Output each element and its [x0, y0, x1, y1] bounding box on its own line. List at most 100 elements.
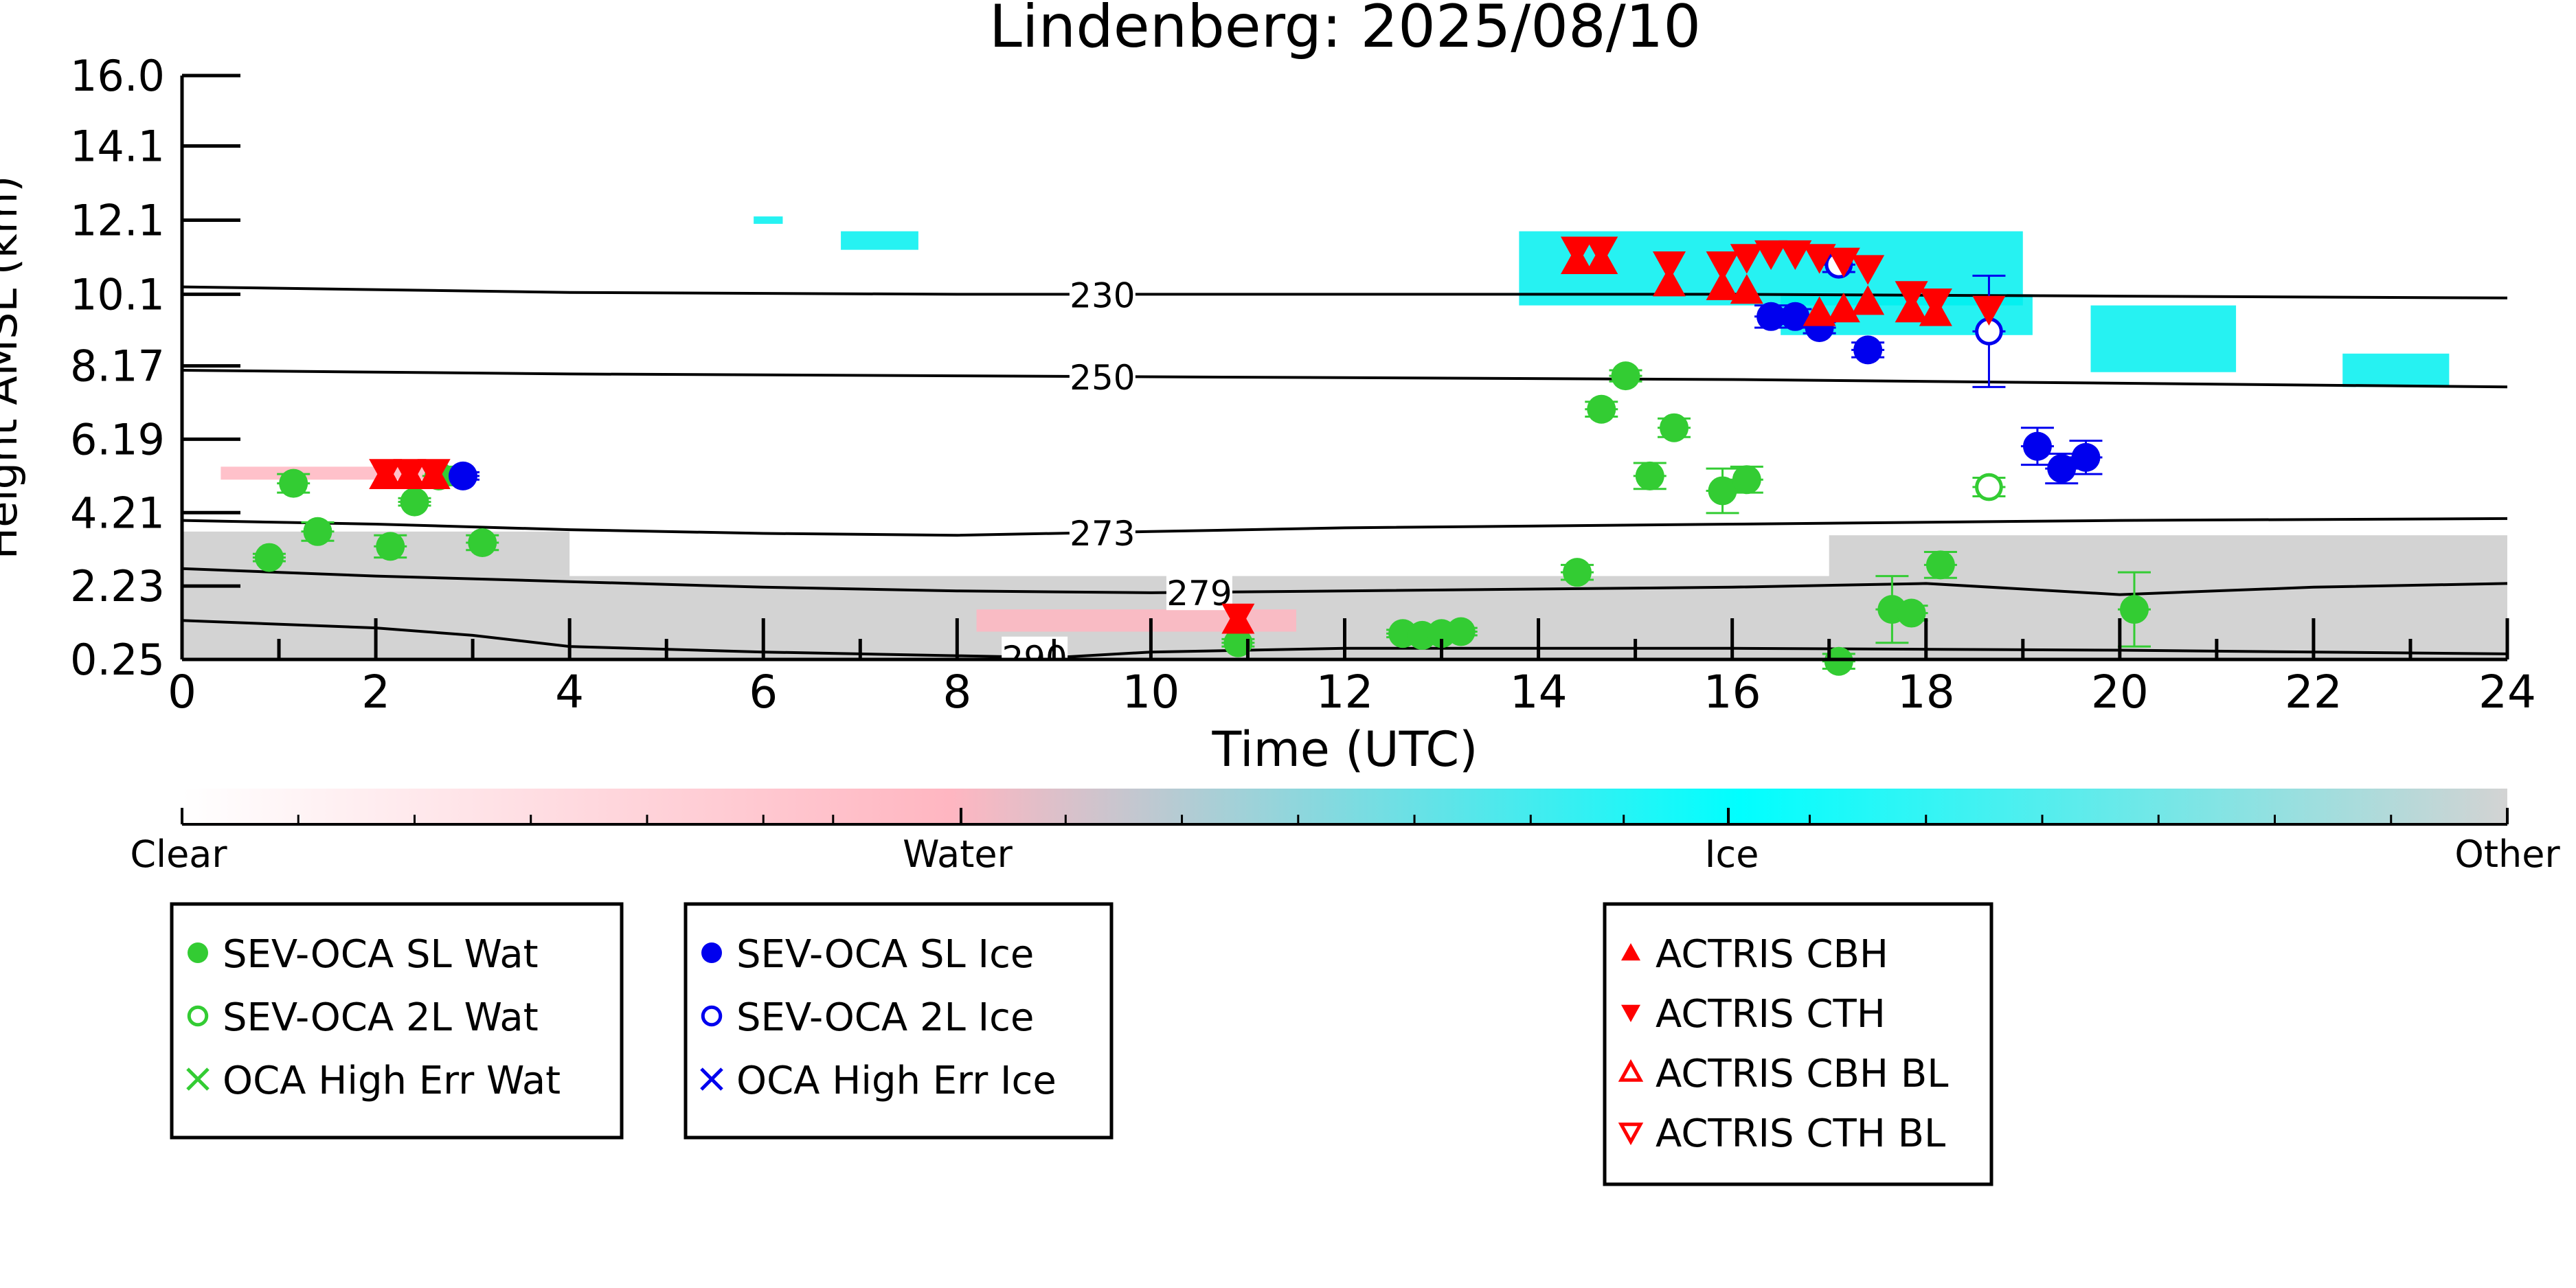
legend-frame-2: [683, 902, 1114, 1140]
y-tick-label-0: 16.0: [70, 51, 165, 101]
legend-label-sev-oca-sl-wat: SEV-OCA SL Wat: [223, 932, 539, 977]
legend-label-actris-cbh-bl: ACTRIS CBH BL: [1656, 1052, 1948, 1096]
marker-sev-oca-sl-wat-1: [279, 468, 308, 498]
y-tick-label-4: 8.17: [70, 341, 165, 392]
marker-actris-cbh-8: [1730, 274, 1763, 304]
x-tick-label-2: 4: [555, 666, 584, 719]
legend-label-sev-oca-2l-ice: SEV-OCA 2L Ice: [736, 995, 1034, 1040]
colorbar-label-ice: Ice: [1705, 833, 1759, 876]
legend-marker-actris-cth: [1621, 1004, 1640, 1022]
colorbar-label-water: Water: [903, 833, 1013, 876]
legend-marker-sev-oca-2l-ice: [701, 1005, 723, 1027]
x-tick-label-0: 0: [168, 666, 196, 719]
colorbar-gradient: [182, 789, 2507, 823]
x-tick-label-11: 22: [2285, 666, 2342, 719]
marker-sev-oca-sl-wat-7: [1223, 628, 1253, 657]
contour-label-273: 273: [1070, 514, 1135, 554]
mask-ice-5: [841, 231, 918, 250]
marker-sev-oca-sl-wat-22: [1925, 550, 1955, 580]
contour-279: [182, 567, 2507, 596]
marker-sev-oca-2l-wat-0: [1975, 473, 2003, 501]
mask-water-3: [221, 466, 425, 480]
mask-ice-10: [2342, 353, 2450, 387]
y-tick-label-8: 0.25: [70, 635, 165, 685]
legend-3: ACTRIS CBH ACTRIS CTH ACTRIS CBH BL ACTRIS …: [1603, 902, 1993, 1186]
marker-sev-oca-sl-ice-1: [1756, 302, 1786, 331]
legend-item-actris-cth-bl: ACTRIS CTH BL: [1618, 1111, 1945, 1156]
marker-actris-cth-3: [1221, 603, 1255, 633]
legend-item-actris-cth: ACTRIS CTH: [1621, 992, 1886, 1037]
y-axis-label: Height AMSL (km): [0, 176, 27, 560]
legend-label-actris-cth: ACTRIS CTH: [1656, 992, 1886, 1037]
marker-sev-oca-sl-ice-5: [2022, 431, 2052, 461]
legend-marker-sev-oca-2l-wat: [187, 1005, 209, 1027]
contour-label-bg-273: [1069, 512, 1136, 551]
marker-actris-cth-6: [1652, 251, 1686, 282]
marker-sev-oca-sl-wat-14: [1611, 361, 1640, 391]
marker-actris-cth-2: [417, 459, 451, 489]
marker-sev-oca-sl-wat-2: [303, 517, 332, 546]
x-tick-label-3: 6: [749, 666, 778, 719]
contour-label-bg-279: [1166, 572, 1232, 611]
x-tick-label-1: 2: [361, 666, 390, 719]
legend-1: SEV-OCA SL Wat SEV-OCA 2L Wat OCA High Err…: [170, 902, 624, 1140]
mask-ice-9: [2090, 305, 2237, 372]
marker-sev-oca-sl-wat-0: [254, 543, 284, 572]
marker-sev-oca-sl-wat-4: [400, 487, 429, 517]
x-tick-label-4: 8: [942, 666, 971, 719]
contour-label-bg-290: [1002, 636, 1068, 659]
temperature-contours: 230 250 273 279 290: [182, 273, 2507, 659]
marker-sev-oca-sl-wat-12: [1563, 558, 1592, 587]
x-tick-label-10: 20: [2091, 666, 2149, 719]
marker-actris-cth-11: [1803, 244, 1836, 274]
marker-sev-oca-sl-wat-15: [1635, 461, 1664, 490]
legend-item-sev-oca-sl-wat: SEV-OCA SL Wat: [188, 932, 539, 977]
colorbar-label-other: Other: [2454, 833, 2560, 876]
marker-sev-oca-sl-ice-6: [2047, 454, 2077, 484]
legend-item-oca-high-err-ice: OCA High Err Ice: [700, 1059, 1057, 1103]
legends: SEV-OCA SL Wat SEV-OCA 2L Wat OCA High Err…: [170, 902, 1993, 1186]
x-axis-label: Time (UTC): [1212, 721, 1478, 778]
legend-item-sev-oca-sl-ice: SEV-OCA SL Ice: [701, 932, 1034, 977]
marker-actris-cbh-9: [1803, 296, 1836, 326]
marker-sev-oca-sl-wat-11: [1446, 617, 1476, 646]
marker-sev-oca-sl-wat-23: [2119, 595, 2149, 624]
legend-marker-oca-high-err-wat: [186, 1067, 210, 1091]
legend-item-sev-oca-2l-ice: SEV-OCA 2L Ice: [701, 995, 1034, 1040]
marker-actris-cbh-11: [1851, 285, 1885, 315]
marker-actris-cth-10: [1778, 240, 1812, 271]
contour-230: [182, 285, 2507, 300]
marker-actris-cth-9: [1754, 240, 1788, 271]
marker-sev-oca-sl-wat-16: [1660, 413, 1689, 442]
marker-actris-cth-15: [1919, 289, 1952, 319]
marker-actris-cth-13: [1851, 255, 1885, 285]
contour-label-bg-250: [1069, 356, 1136, 395]
y-tick-label-6: 4.21: [70, 488, 165, 538]
marker-actris-cth-5: [1585, 236, 1618, 267]
legend-2: SEV-OCA SL Ice SEV-OCA 2L Ice OCA High Err…: [683, 902, 1114, 1140]
marker-sev-oca-sl-ice-2: [1781, 302, 1810, 331]
y-tick-label-3: 10.1: [70, 269, 165, 319]
marker-sev-oca-sl-wat-3: [376, 532, 405, 561]
contour-label-230: 230: [1070, 275, 1135, 315]
y-tick-label-5: 6.19: [70, 414, 165, 464]
legend-frame-1: [170, 902, 624, 1140]
legend-item-actris-cbh: ACTRIS CBH: [1621, 932, 1888, 977]
markers: [254, 236, 2149, 676]
contour-label-bg-230: [1069, 273, 1136, 313]
legend-item-sev-oca-2l-wat: SEV-OCA 2L Wat: [187, 995, 539, 1040]
marker-actris-cth-0: [369, 459, 403, 489]
marker-actris-cbh-7: [1706, 270, 1739, 300]
marker-actris-cth-16: [1972, 295, 2006, 326]
marker-actris-cth-7: [1706, 251, 1739, 282]
x-tick-label-9: 18: [1897, 666, 1955, 719]
contour-250: [182, 369, 2507, 389]
axes: 16.014.112.110.18.176.194.212.230.250 2 4 6…: [70, 51, 2536, 719]
marker-sev-oca-sl-ice-4: [1853, 335, 1883, 365]
legend-marker-sev-oca-sl-ice: [701, 942, 722, 963]
marker-sev-oca-sl-wat-21: [1897, 598, 1926, 628]
legend-label-actris-cth-bl: ACTRIS CTH BL: [1656, 1111, 1945, 1156]
legend-marker-actris-cbh: [1621, 943, 1640, 961]
